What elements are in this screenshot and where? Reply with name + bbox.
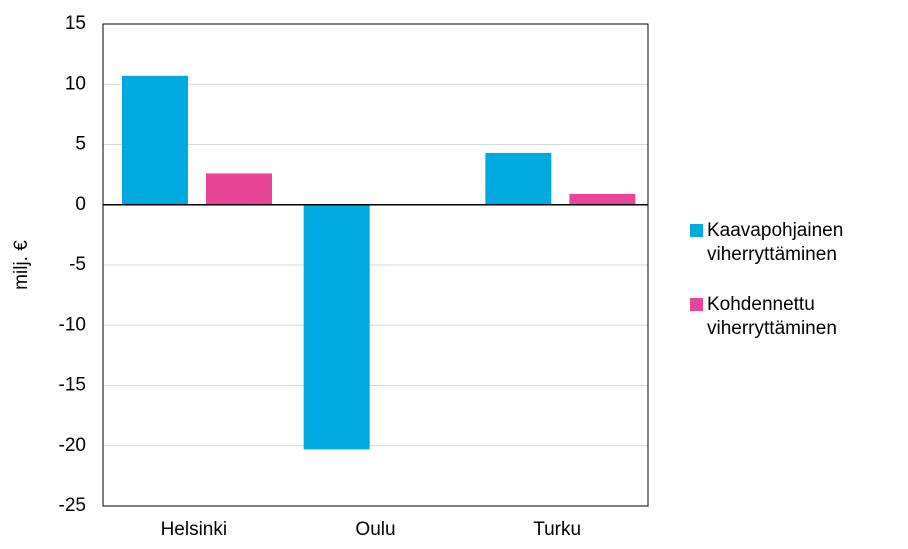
bar (569, 193, 636, 205)
legend-item: Kaavapohjainen viherryttäminen (690, 219, 890, 267)
bar (303, 204, 370, 450)
x-tick-label: Oulu (355, 519, 395, 540)
y-axis-label: milj. € (11, 240, 32, 290)
y-tick-label: 10 (65, 73, 86, 94)
legend-swatch (690, 224, 703, 237)
bar (485, 152, 552, 205)
legend-item: Kohdennettu viherryttäminen (690, 293, 890, 341)
plot-border (102, 23, 649, 507)
y-tick-label: -25 (59, 495, 86, 516)
x-tick-label: Turku (533, 519, 581, 540)
y-tick-label: 0 (75, 194, 86, 215)
y-tick-label: -15 (59, 375, 86, 396)
legend-label: Kohdennettu viherryttäminen (707, 294, 837, 339)
bar (206, 173, 272, 205)
legend-swatch (690, 298, 703, 311)
y-tick-label: -5 (69, 254, 86, 275)
legend-label: Kaavapohjainen viherryttäminen (707, 220, 844, 265)
x-tick-label: Helsinki (161, 519, 228, 540)
bar (122, 75, 188, 205)
y-tick-label: -10 (59, 314, 86, 335)
y-tick-label: 15 (65, 13, 86, 34)
y-tick-label: -20 (59, 435, 86, 456)
y-tick-label: 5 (75, 134, 86, 155)
